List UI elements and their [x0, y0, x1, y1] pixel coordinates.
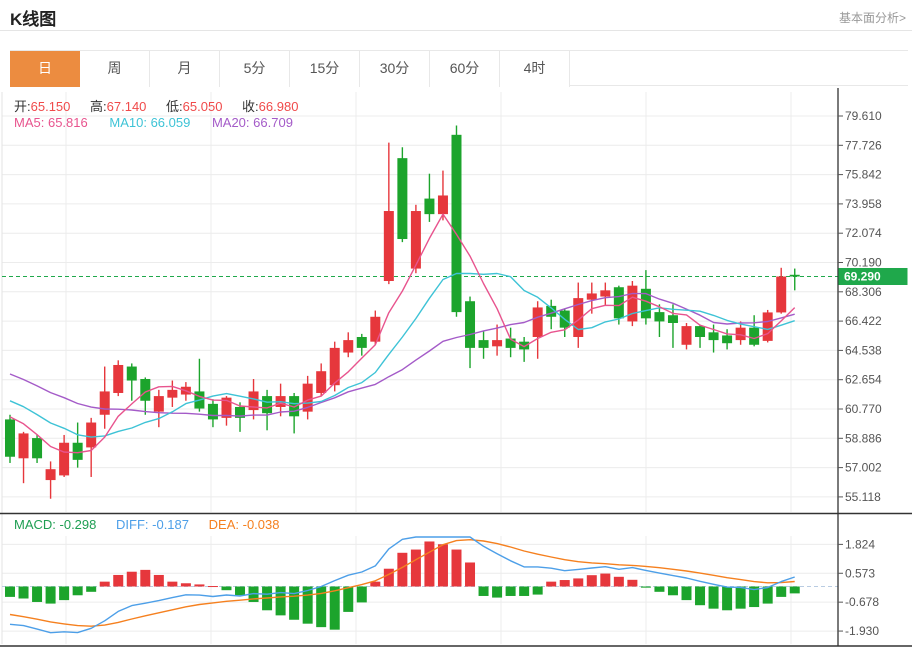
svg-text:73.958: 73.958 [845, 197, 882, 211]
macd-legend: MACD: -0.298 DIFF: -0.187 DEA: -0.038 [14, 517, 279, 532]
macd-value: MACD: -0.298 [14, 517, 97, 532]
tab-4hour[interactable]: 4时 [500, 51, 570, 87]
current-price-badge: 69.290 [844, 269, 881, 283]
svg-text:64.538: 64.538 [845, 343, 882, 357]
ma20-legend: MA20: 66.709 [211, 115, 293, 130]
ma10-legend: MA10: 66.059 [109, 115, 191, 130]
tab-60min[interactable]: 60分 [430, 51, 500, 87]
svg-text:62.654: 62.654 [845, 373, 882, 387]
svg-text:75.842: 75.842 [845, 168, 882, 182]
svg-text:58.886: 58.886 [845, 431, 882, 445]
ma5-legend: MA5: 65.816 [14, 115, 88, 130]
high-label: 高: [90, 99, 107, 114]
svg-text:55.118: 55.118 [845, 490, 881, 504]
open-label: 开: [14, 99, 31, 114]
tab-week[interactable]: 周 [80, 51, 150, 87]
tab-15min[interactable]: 15分 [290, 51, 360, 87]
svg-text:79.610: 79.610 [845, 109, 882, 123]
svg-text:-0.678: -0.678 [845, 595, 879, 609]
diff-value: DIFF: -0.187 [116, 517, 190, 532]
svg-text:68.306: 68.306 [845, 285, 882, 299]
svg-text:60.770: 60.770 [845, 402, 882, 416]
dea-value: DEA: -0.038 [208, 517, 280, 532]
period-tab-bar: 日 周 月 5分 15分 30分 60分 4时 [10, 50, 908, 87]
svg-text:66.422: 66.422 [845, 314, 882, 328]
tab-month[interactable]: 月 [150, 51, 220, 87]
svg-text:72.074: 72.074 [845, 226, 882, 240]
low-label: 低: [166, 99, 183, 114]
tab-5min[interactable]: 5分 [220, 51, 290, 87]
svg-text:-1.930: -1.930 [845, 624, 879, 638]
svg-text:1.824: 1.824 [845, 537, 875, 551]
svg-text:0.573: 0.573 [845, 566, 875, 580]
title-separator [0, 30, 912, 31]
low-value: 65.050 [182, 99, 223, 114]
tab-30min[interactable]: 30分 [360, 51, 430, 87]
ma-legend: MA5: 65.816 MA10: 66.059 MA20: 66.709 [14, 115, 293, 130]
fundamental-analysis-link[interactable]: 基本面分析> [838, 11, 906, 25]
page-title: K线图 [10, 10, 57, 29]
close-value: 66.980 [258, 99, 299, 114]
ohlc-legend: 开:65.150 高:67.140 低:65.050 收:66.980 [14, 96, 314, 115]
tab-day[interactable]: 日 [10, 51, 80, 87]
svg-text:57.002: 57.002 [845, 461, 882, 475]
close-label: 收: [242, 99, 259, 114]
open-value: 65.150 [30, 99, 71, 114]
svg-text:77.726: 77.726 [845, 138, 882, 152]
svg-text:70.190: 70.190 [845, 256, 882, 270]
high-value: 67.140 [106, 99, 147, 114]
